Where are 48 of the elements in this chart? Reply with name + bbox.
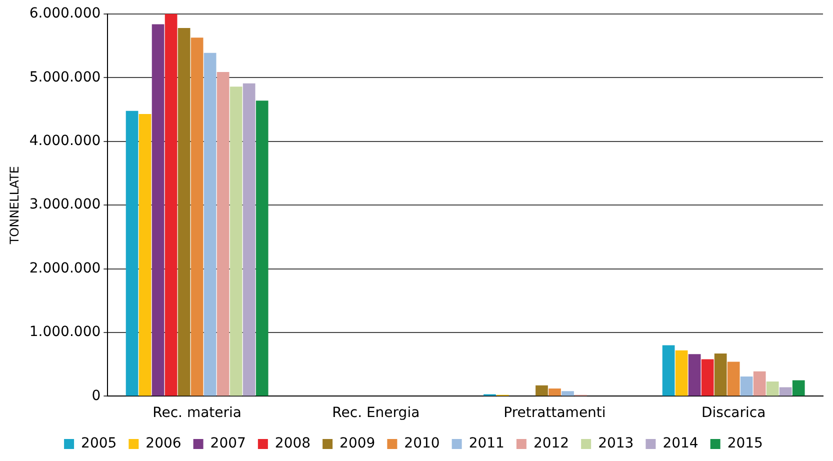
bar [792, 380, 805, 396]
bar [753, 371, 766, 396]
legend-label: 2013 [598, 436, 634, 452]
bar [701, 359, 714, 396]
bar [152, 24, 164, 396]
y-tick-label: 5.000.000 [29, 69, 101, 86]
y-axis-title: TONNELLATE [7, 166, 22, 246]
y-tick-label: 4.000.000 [29, 133, 101, 150]
legend-label: 2010 [404, 436, 440, 452]
legend-label: 2008 [274, 436, 311, 452]
y-tick-label: 0 [92, 388, 101, 404]
legend-label: 2015 [727, 436, 763, 452]
legend-label: 2011 [468, 436, 504, 452]
bar [190, 38, 204, 396]
y-tick-label: 2.000.000 [29, 260, 101, 276]
legend-label: 2009 [340, 436, 376, 452]
x-tick-label: Pretrattamenti [504, 405, 606, 422]
x-tick-label: Rec. materia [152, 405, 242, 422]
bar [562, 391, 574, 396]
bar [766, 382, 779, 396]
bar [548, 388, 561, 396]
bar [662, 345, 675, 396]
bar [216, 72, 230, 396]
bar [138, 114, 152, 396]
x-tick-label: Discarica [701, 405, 766, 422]
bar [242, 83, 256, 396]
y-tick-label: 6.000.000 [29, 6, 101, 22]
bar [164, 14, 178, 396]
x-tick-label: Rec. Energia [332, 405, 420, 422]
legend-label: 2005 [81, 436, 117, 452]
bar [779, 387, 792, 396]
bar [714, 354, 727, 396]
bar [727, 362, 740, 396]
bar [126, 110, 138, 396]
legend-label: 2012 [533, 436, 570, 452]
bar [688, 354, 701, 396]
bar [256, 100, 268, 396]
bar [178, 28, 190, 396]
bar [740, 376, 753, 396]
legend-label: 2014 [662, 436, 698, 452]
legend-label: 2006 [146, 436, 182, 452]
y-tick-label: 3.000.000 [29, 196, 101, 213]
bar [536, 385, 548, 396]
bar [204, 52, 216, 396]
legend-label: 2007 [210, 436, 246, 452]
bar [230, 86, 242, 396]
y-tick-label: 1.000.000 [29, 324, 101, 340]
bar [675, 350, 688, 396]
